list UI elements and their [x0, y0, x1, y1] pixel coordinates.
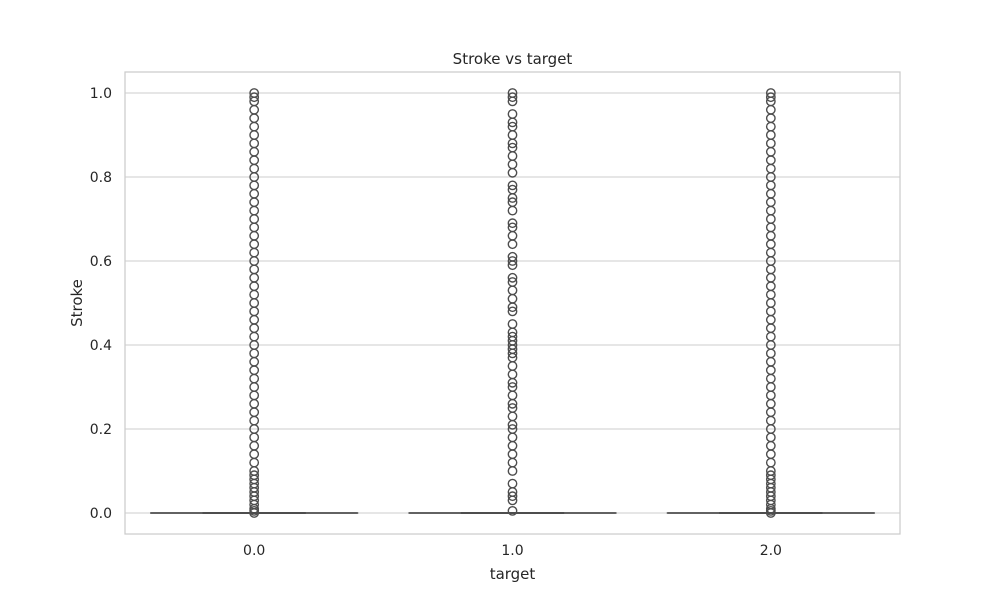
- y-axis-ticks: 0.0 0.2 0.4 0.6 0.8 1.0: [90, 86, 112, 522]
- y-axis-label: Stroke: [68, 279, 86, 327]
- outlier-point: [765, 92, 776, 103]
- outlier-point: [507, 277, 518, 287]
- outlier-point: [507, 331, 518, 342]
- x-tick-label: 1.0: [501, 543, 523, 559]
- outlier-point: [507, 218, 518, 229]
- outlier-point: [507, 251, 518, 262]
- chart-title: Stroke vs target: [453, 50, 573, 68]
- outlier-point: [507, 180, 518, 191]
- outlier-point: [507, 142, 518, 153]
- outlier-point: [507, 197, 518, 208]
- outlier-point: [765, 88, 776, 98]
- outlier-point: [507, 478, 518, 489]
- outlier-point: [507, 505, 518, 516]
- plot-area-frame: [124, 71, 901, 535]
- outlier-point: [507, 92, 518, 103]
- outlier-point: [249, 92, 260, 103]
- outlier-point: [507, 403, 518, 413]
- outlier-point: [507, 88, 518, 98]
- outlier-point: [507, 222, 518, 233]
- outlier-point: [765, 470, 776, 481]
- outlier-point: [507, 319, 518, 329]
- y-tick-label: 0.0: [90, 506, 112, 522]
- y-tick-label: 0.8: [90, 170, 112, 186]
- outlier-point: [507, 382, 518, 392]
- outlier-point: [507, 491, 518, 502]
- outlier-point: [507, 109, 518, 119]
- outlier-point: [249, 470, 260, 481]
- y-tick-label: 0.6: [90, 254, 112, 270]
- y-tick-label: 0.4: [90, 338, 112, 354]
- outlier-point: [507, 306, 518, 317]
- x-tick-label: 2.0: [760, 543, 782, 559]
- outlier-point: [507, 256, 518, 266]
- outlier-point: [507, 272, 518, 283]
- y-tick-label: 0.2: [90, 422, 112, 438]
- outlier-point: [507, 184, 518, 195]
- outlier-point: [249, 88, 260, 98]
- y-tick-label: 1.0: [90, 86, 112, 102]
- outlier-points: [249, 88, 776, 518]
- x-axis-label: target: [490, 565, 536, 583]
- x-tick-label: 0.0: [243, 543, 265, 559]
- outlier-point: [507, 424, 518, 434]
- x-axis-ticks: 0.0 1.0 2.0: [243, 543, 782, 559]
- outlier-point: [507, 121, 518, 132]
